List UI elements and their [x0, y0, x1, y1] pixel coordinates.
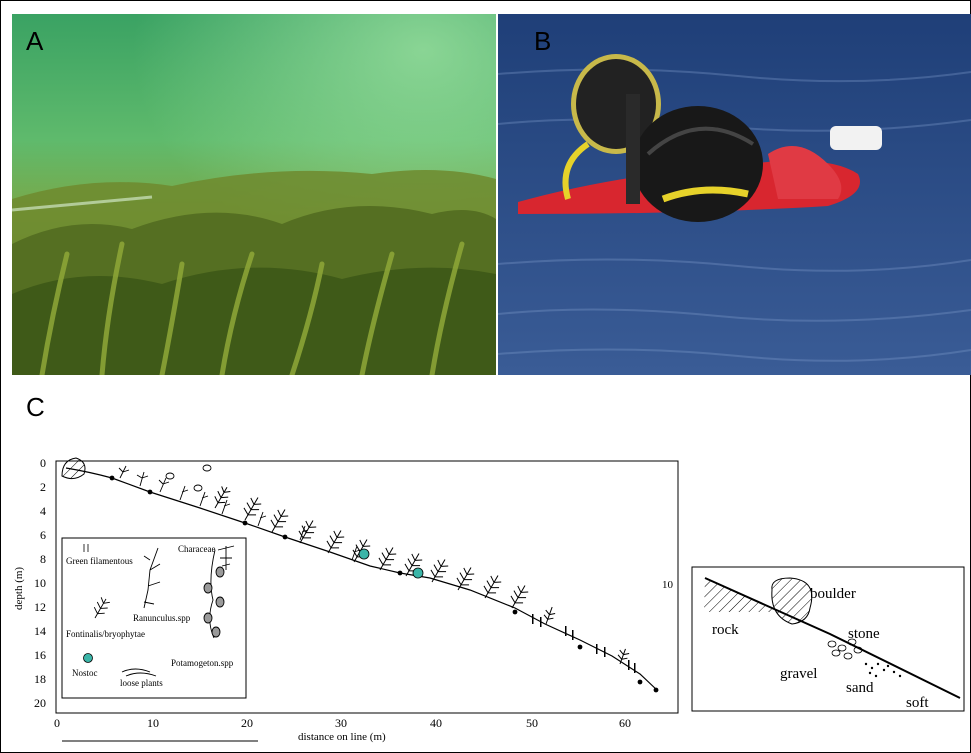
panel-b-label: B: [534, 26, 552, 56]
depth-profile-diagram: 0 2 4 6 8 10 12 14 16 18 20 depth (m) 0 …: [13, 456, 965, 743]
characeae-plants: [118, 465, 361, 561]
y-tick-label: 10: [34, 576, 46, 590]
label-sand: sand: [846, 680, 874, 696]
underwater-vegetation-photo: [12, 14, 496, 375]
legend-box: Green filamentous Ranunculus.spp Charace…: [61, 537, 247, 699]
y-tick-label: 12: [34, 600, 46, 614]
legend-fontinalis: Fontinalis/bryophytae: [66, 629, 145, 639]
label-rock: rock: [712, 622, 739, 638]
x-tick-label: 10: [147, 716, 159, 730]
x-tick-label: 30: [335, 716, 347, 730]
nostoc-icon: [83, 653, 93, 663]
y-tick-label: 8: [40, 552, 46, 566]
fontinalis-plants: [214, 486, 630, 665]
green-filamentous-marks: [532, 614, 636, 673]
y-axis-ticks: 0 2 4 6 8 10 12 14 16 18 20: [34, 456, 46, 710]
legend-green-filamentous: Green filamentous: [66, 556, 133, 566]
panel-c-label: C: [26, 392, 45, 422]
panel-a-label: A: [26, 26, 44, 56]
plot-frame: [55, 460, 679, 714]
stone-pebbles: [827, 638, 863, 660]
potamogeton-plants: [165, 464, 212, 492]
right-tick-label: 10: [662, 579, 674, 591]
loose-plants-icon: [121, 668, 157, 677]
label-soft: soft: [906, 695, 929, 711]
potamogeton-icon: [203, 549, 225, 639]
nostoc-dots: [358, 548, 424, 579]
ranunculus-icon: [143, 547, 161, 609]
label-gravel: gravel: [780, 666, 817, 682]
y-tick-label: 16: [34, 648, 46, 662]
y-tick-label: 18: [34, 672, 46, 686]
label-stone: stone: [848, 626, 880, 642]
x-tick-label: 50: [526, 716, 538, 730]
characeae-icon: [217, 545, 235, 570]
x-tick-label: 0: [54, 716, 60, 730]
y-tick-label: 6: [40, 528, 46, 542]
legend-nostoc: Nostoc: [72, 668, 98, 678]
x-axis-ticks: 0 10 20 30 40 50 60: [54, 716, 631, 730]
y-tick-label: 2: [40, 480, 46, 494]
legend-ranunculus: Ranunculus.spp: [133, 613, 191, 623]
y-tick-label: 14: [34, 624, 46, 638]
green-filamentous-icon: [83, 544, 89, 552]
x-axis-label: distance on line (m): [298, 731, 386, 743]
y-tick-label: 20: [34, 696, 46, 710]
x-tick-label: 40: [430, 716, 442, 730]
y-axis-label: depth (m): [13, 567, 25, 610]
x-tick-label: 20: [241, 716, 253, 730]
label-boulder: boulder: [810, 586, 856, 602]
y-tick-label: 4: [40, 504, 46, 518]
fontinalis-icon: [93, 597, 110, 619]
substrate-inset: boulder rock stone gravel sand soft: [691, 566, 965, 712]
x-tick-label: 60: [619, 716, 631, 730]
legend-potamogeton: Potamogeton.spp: [171, 658, 234, 668]
shore-boulder-shape: [61, 457, 86, 480]
legend-loose-plants: loose plants: [120, 678, 163, 688]
depth-marker-dots: [109, 475, 659, 693]
diver-photo: [498, 14, 971, 375]
substrate-slope-line: [704, 577, 961, 699]
y-tick-label: 0: [40, 456, 46, 470]
legend-characeae: Characeae: [178, 544, 215, 554]
sand-dots: [864, 662, 902, 678]
